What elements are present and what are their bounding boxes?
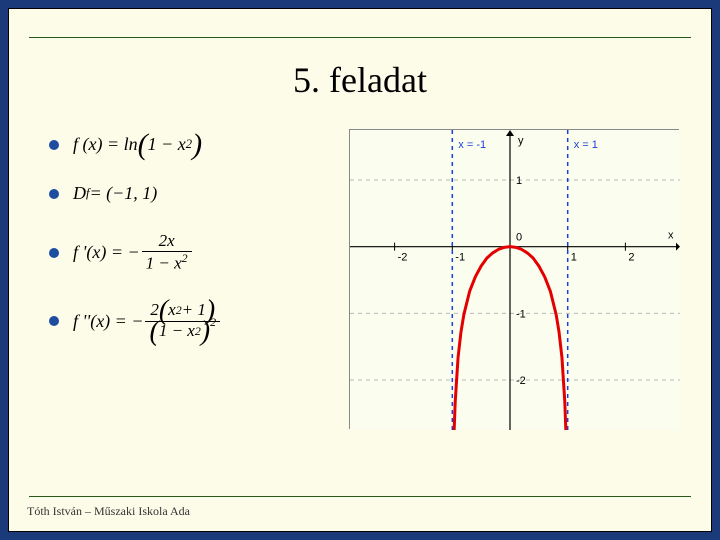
fprime-den-exp: 2 bbox=[182, 251, 188, 265]
fprime-lhs: f '(x) = − bbox=[73, 242, 140, 263]
svg-text:1: 1 bbox=[571, 252, 577, 264]
rule-bottom bbox=[29, 496, 691, 497]
bullet-icon bbox=[49, 248, 59, 258]
rule-top bbox=[29, 37, 691, 38]
paren-left-icon: ( bbox=[149, 322, 158, 342]
chart: x = -1 x = 1 -2 -1 1 2 -2 -1 1 0 x y bbox=[349, 129, 679, 429]
fsecond-fraction: 2 ( x2 + 1 ) ( 1 − x2 ) 2 bbox=[145, 301, 220, 341]
bullet-icon bbox=[49, 189, 59, 199]
svg-text:1: 1 bbox=[516, 175, 522, 187]
fsecond-outer-exp: 2 bbox=[210, 316, 216, 329]
f-lhs: f (x) = ln bbox=[73, 134, 138, 155]
svg-text:x = 1: x = 1 bbox=[574, 139, 598, 151]
svg-text:y: y bbox=[518, 135, 524, 147]
footer-text: Tóth István – Műszaki Iskola Ada bbox=[27, 504, 190, 519]
paren-right-icon: ) bbox=[192, 134, 202, 155]
fsecond-den: 1 − x bbox=[159, 322, 195, 341]
f-inner: 1 − x bbox=[148, 134, 186, 155]
fprime-num: 2x bbox=[155, 232, 179, 251]
slide-title: 5. feladat bbox=[9, 59, 711, 101]
paren-left-icon: ( bbox=[138, 134, 148, 155]
fsecond-num-x: x bbox=[168, 301, 176, 320]
bullet-icon bbox=[49, 140, 59, 150]
chart-svg: x = -1 x = 1 -2 -1 1 2 -2 -1 1 0 x y bbox=[350, 130, 680, 430]
slide: 5. feladat f (x) = ln ( 1 − x2 ) Df = (−… bbox=[8, 8, 712, 532]
formula-fprime: f '(x) = − 2x 1 − x2 bbox=[49, 232, 309, 273]
svg-text:-1: -1 bbox=[455, 252, 465, 264]
fsecond-lhs: f ''(x) = − bbox=[73, 311, 143, 332]
bullet-icon bbox=[49, 316, 59, 326]
svg-text:-2: -2 bbox=[398, 252, 408, 264]
formula-f: f (x) = ln ( 1 − x2 ) bbox=[49, 134, 309, 155]
domain-rhs: = (−1, 1) bbox=[90, 183, 158, 204]
svg-text:x = -1: x = -1 bbox=[458, 139, 486, 151]
svg-text:-1: -1 bbox=[516, 308, 526, 320]
paren-left-icon: ( bbox=[159, 301, 168, 321]
domain-D: D bbox=[73, 183, 86, 204]
svg-text:2: 2 bbox=[628, 252, 634, 264]
paren-right-icon: ) bbox=[201, 322, 210, 342]
fprime-fraction: 2x 1 − x2 bbox=[142, 232, 192, 273]
formula-list: f (x) = ln ( 1 − x2 ) Df = (−1, 1) f '(x… bbox=[49, 134, 309, 369]
svg-text:0: 0 bbox=[516, 232, 522, 244]
fprime-den: 1 − x bbox=[146, 253, 182, 272]
formula-domain: Df = (−1, 1) bbox=[49, 183, 309, 204]
svg-text:x: x bbox=[668, 230, 674, 242]
formula-fsecond: f ''(x) = − 2 ( x2 + 1 ) ( 1 − x2 ) 2 bbox=[49, 301, 309, 341]
svg-text:-2: -2 bbox=[516, 375, 526, 387]
